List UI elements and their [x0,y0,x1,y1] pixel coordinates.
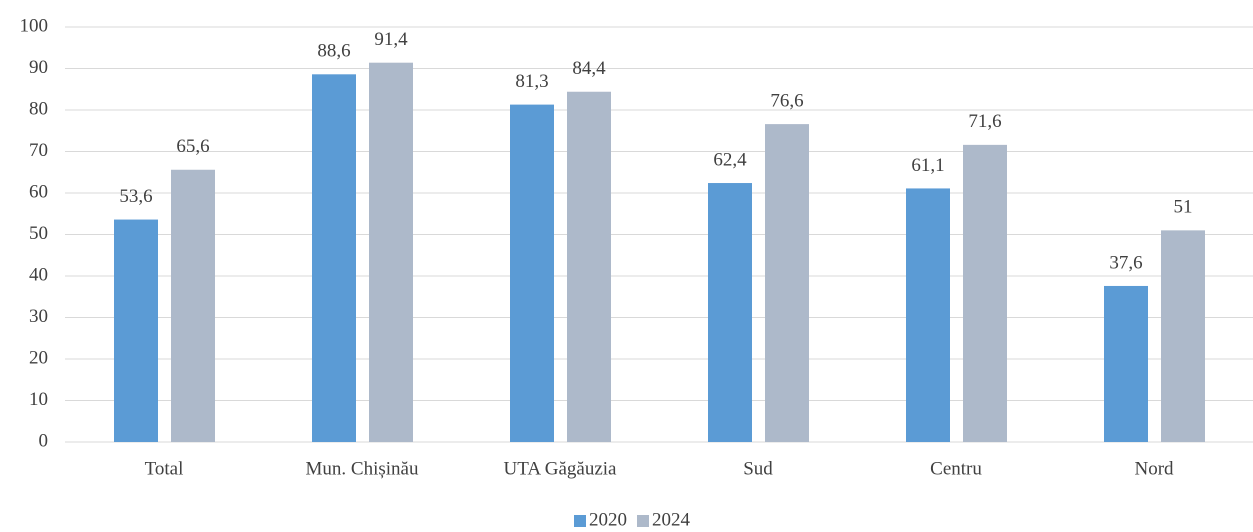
value-label: 62,4 [713,149,747,170]
bar [765,124,809,443]
y-tick-label: 80 [29,98,48,119]
bar [510,104,554,442]
value-label: 53,6 [119,186,152,207]
bar [906,188,950,442]
x-tick-label: Centru [930,458,982,479]
value-label: 76,6 [770,90,803,111]
legend-label: 2020 [589,509,627,530]
x-tick-label: Total [145,458,184,479]
legend-swatch [637,515,649,527]
value-label: 91,4 [374,29,408,50]
value-label: 37,6 [1109,252,1142,273]
legend-swatch [574,515,586,527]
bar [708,183,752,443]
x-tick-label: UTA Găgăuzia [504,458,618,479]
value-label: 84,4 [572,58,606,79]
value-label: 51 [1174,197,1193,218]
legend-label: 2024 [652,509,691,530]
y-tick-label: 70 [29,140,48,161]
bar [1104,285,1148,442]
y-tick-label: 20 [29,347,48,368]
y-tick-label: 90 [29,57,48,78]
bar [963,144,1007,443]
x-tick-label: Sud [743,458,773,479]
value-label: 88,6 [317,41,350,62]
bar [312,74,356,442]
bar [369,62,413,442]
y-tick-label: 0 [39,430,49,451]
bar [114,219,158,442]
x-tick-label: Mun. Chișinău [306,458,419,479]
value-label: 65,6 [176,136,209,157]
bar [171,169,215,442]
value-label: 81,3 [515,71,548,92]
bar [1161,230,1205,442]
x-tick-label: Nord [1134,458,1174,479]
bar [567,91,611,443]
value-label: 61,1 [911,155,944,176]
y-tick-label: 40 [29,264,48,285]
y-tick-label: 100 [20,15,49,36]
y-tick-label: 10 [29,389,48,410]
y-tick-label: 60 [29,181,48,202]
y-tick-label: 30 [29,306,48,327]
y-tick-label: 50 [29,223,48,244]
value-label: 71,6 [968,111,1001,132]
